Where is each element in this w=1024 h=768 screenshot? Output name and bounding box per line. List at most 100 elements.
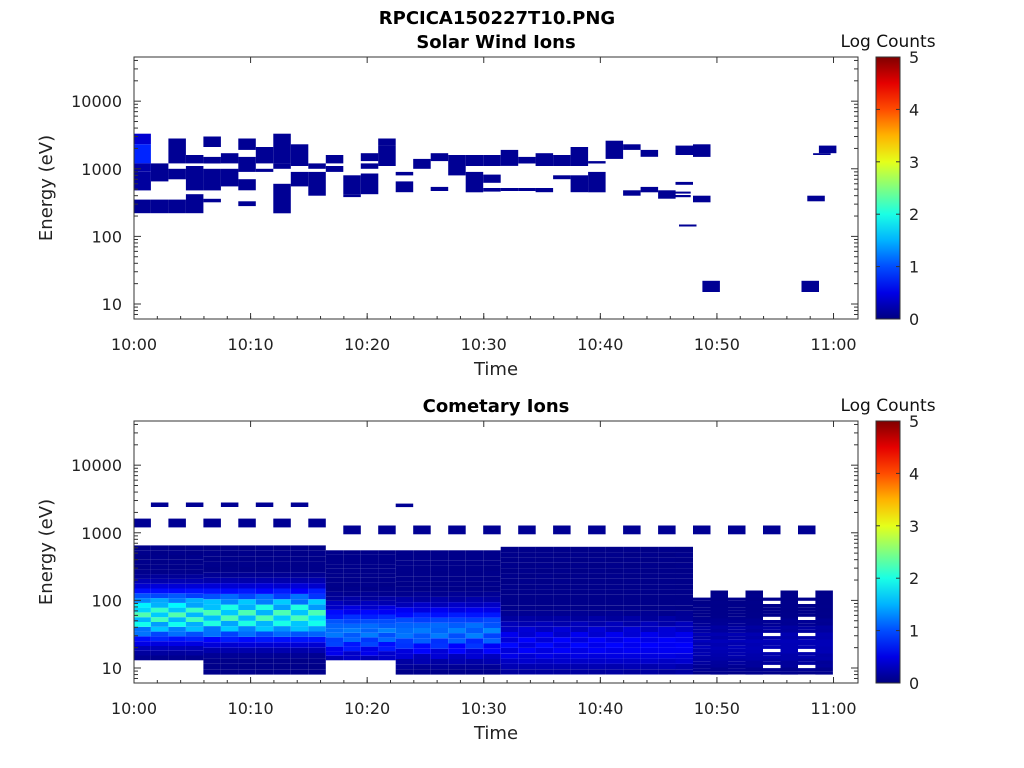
heat-cell xyxy=(343,587,361,592)
heat-cell xyxy=(290,583,309,589)
y-tick-label: 1000 xyxy=(81,160,122,179)
heat-cell xyxy=(255,593,274,600)
heat-cell xyxy=(134,199,151,214)
heat-cell xyxy=(465,155,484,166)
heat-cell xyxy=(465,638,484,644)
heat-cell xyxy=(518,647,536,654)
heat-cell xyxy=(378,596,396,601)
heat-cell xyxy=(448,565,466,572)
heat-cell xyxy=(273,636,291,643)
x-axis-label: Time xyxy=(473,723,518,744)
heat-cell xyxy=(185,583,204,589)
heat-cell xyxy=(553,616,571,622)
heat-cell xyxy=(605,669,624,675)
heat-cell xyxy=(273,550,291,557)
heat-cell xyxy=(535,552,554,558)
heat-cell xyxy=(134,555,151,560)
heat-cell xyxy=(763,626,781,630)
heat-cell xyxy=(290,561,309,567)
heat-cell xyxy=(640,632,659,638)
heat-cell xyxy=(728,629,746,633)
heat-cell xyxy=(185,155,204,164)
heat-cell xyxy=(465,633,484,639)
heat-cell xyxy=(465,628,484,634)
heat-cell xyxy=(658,621,676,627)
heat-cell xyxy=(360,577,379,583)
heat-cell xyxy=(134,645,151,651)
heat-cell xyxy=(640,568,659,574)
heat-cell xyxy=(255,147,274,164)
heat-cell xyxy=(150,545,169,551)
heat-cell xyxy=(798,661,816,665)
heat-cell xyxy=(675,653,693,659)
heat-cell xyxy=(185,502,204,507)
heat-cell xyxy=(430,669,449,675)
heat-cell xyxy=(605,632,624,638)
heat-cell xyxy=(465,581,484,587)
heat-cell xyxy=(535,589,554,595)
heat-cell xyxy=(535,610,554,616)
heat-cell xyxy=(308,588,326,594)
heat-cell xyxy=(360,655,379,661)
heat-cell xyxy=(588,642,606,648)
colorbar-tick-label: 4 xyxy=(909,464,919,483)
heat-cell xyxy=(290,647,309,654)
heat-cell xyxy=(465,664,484,670)
heat-cell xyxy=(308,550,326,557)
heat-cell xyxy=(220,615,239,621)
heat-cell xyxy=(658,562,676,569)
heat-cell xyxy=(710,622,728,626)
heat-cell xyxy=(238,556,256,562)
heat-cell xyxy=(693,597,711,601)
heat-cell xyxy=(343,525,361,535)
heat-cell xyxy=(378,591,396,597)
heat-cell xyxy=(763,636,781,640)
heat-cell xyxy=(640,589,659,595)
heat-cell xyxy=(308,572,326,578)
heat-cell xyxy=(150,564,169,570)
heat-cell xyxy=(448,155,466,176)
heat-cell xyxy=(693,195,711,203)
heat-cell xyxy=(815,618,833,622)
heat-cell xyxy=(658,594,676,600)
heat-cell xyxy=(325,600,344,606)
heat-cell xyxy=(728,645,746,649)
heat-cell xyxy=(150,550,169,555)
heat-cell xyxy=(343,623,361,629)
heat-cell xyxy=(710,632,728,636)
heat-cell xyxy=(238,642,256,648)
heat-cell xyxy=(570,562,589,569)
heat-cell xyxy=(535,546,554,553)
heat-cell xyxy=(815,625,833,629)
heat-cell xyxy=(413,638,431,644)
heat-cell xyxy=(553,663,571,670)
heat-cell xyxy=(745,601,763,605)
heat-cell xyxy=(675,637,693,643)
heat-cell xyxy=(308,599,326,605)
heat-cell xyxy=(675,669,693,675)
heat-cell xyxy=(220,610,239,616)
heat-cell xyxy=(465,653,484,659)
heat-cell xyxy=(134,583,151,589)
heat-cell xyxy=(220,626,239,632)
heat-cell xyxy=(238,647,256,654)
heat-cell xyxy=(710,590,728,594)
heat-cell xyxy=(623,589,641,595)
heat-cell xyxy=(185,617,204,622)
heat-cell xyxy=(465,555,484,561)
heat-cell xyxy=(675,181,693,185)
heat-cell xyxy=(570,573,589,579)
heat-cell xyxy=(290,669,309,675)
heat-cell xyxy=(134,518,151,528)
heat-cell xyxy=(710,618,728,622)
heat-cell xyxy=(605,626,624,632)
heat-cell xyxy=(360,550,379,555)
heat-cell xyxy=(570,175,589,193)
heat-cell xyxy=(430,555,449,561)
heat-cell xyxy=(535,647,554,654)
colorbar-tick-label: 5 xyxy=(909,412,919,431)
heat-cell xyxy=(255,577,274,584)
heat-cell xyxy=(640,186,659,193)
heat-cell xyxy=(658,578,676,584)
